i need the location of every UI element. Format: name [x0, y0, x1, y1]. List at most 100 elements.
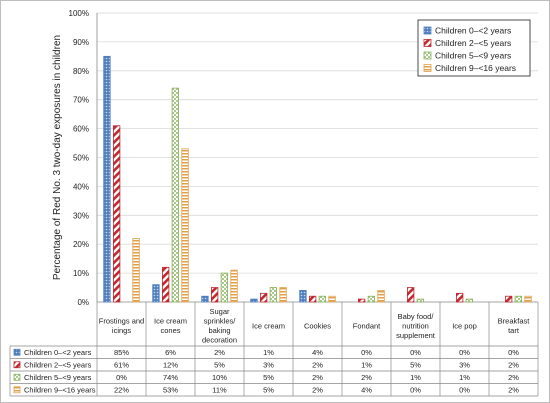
bar — [269, 287, 278, 303]
bars — [103, 55, 532, 303]
legend-label: Children 5–<9 years — [435, 51, 511, 61]
bar — [259, 292, 268, 303]
data-label: 1% — [459, 373, 470, 382]
bar — [406, 287, 415, 303]
legend-label: Children 0–<2 years — [435, 26, 511, 36]
data-label: 5% — [263, 386, 274, 395]
category-label: Frostings and — [99, 317, 144, 326]
category-label: supplement — [396, 331, 436, 340]
data-label: 2% — [312, 373, 323, 382]
data-label: 0% — [410, 348, 421, 357]
bar — [132, 238, 140, 303]
category-label: decoration — [202, 336, 237, 345]
legend: Children 0–<2 years Children 2–<5 years Ch… — [417, 19, 531, 77]
data-label: 5% — [410, 361, 421, 370]
bar — [455, 292, 464, 303]
data-label: 3% — [263, 361, 274, 370]
y-tick-label: 80% — [73, 67, 89, 76]
data-label: 2% — [312, 386, 323, 395]
data-label: 10% — [212, 373, 227, 382]
y-tick-label: 10% — [73, 269, 89, 278]
data-label: 2% — [214, 348, 225, 357]
data-label: 0% — [410, 386, 421, 395]
bar — [230, 269, 238, 303]
data-label: 74% — [163, 373, 178, 382]
bar — [113, 125, 121, 303]
bar — [357, 298, 366, 303]
data-label: 11% — [212, 386, 227, 395]
y-tick-label: 0% — [77, 298, 89, 307]
table-series-swatch — [13, 373, 21, 381]
data-label: 0% — [116, 373, 127, 382]
legend-label: Children 9–<16 years — [435, 63, 516, 73]
data-label: 1% — [361, 361, 372, 370]
bar — [367, 295, 376, 303]
bar — [201, 295, 209, 303]
bar — [161, 266, 170, 303]
category-label: Ice cream — [252, 321, 285, 330]
table-series-swatch — [13, 361, 21, 369]
bar — [328, 295, 336, 303]
legend-box — [417, 19, 531, 77]
category-label: Ice pop — [452, 321, 477, 330]
gridlines — [96, 12, 538, 303]
data-label: 2% — [508, 361, 519, 370]
legend-swatch — [423, 51, 432, 60]
data-label: 22% — [114, 386, 129, 395]
category-label: Cookies — [304, 321, 331, 330]
bar — [171, 87, 180, 303]
category-label: tart — [508, 326, 520, 335]
bar — [279, 287, 287, 303]
data-label: 2% — [508, 373, 519, 382]
table-series-name: Children 9–<16 years — [24, 386, 96, 395]
table-series-name: Children 5–<9 years — [24, 373, 92, 382]
legend-swatch — [423, 64, 432, 72]
bar — [504, 295, 513, 303]
data-label: 0% — [361, 348, 372, 357]
y-tick-label: 90% — [73, 38, 89, 47]
data-label: 5% — [263, 373, 274, 382]
y-axis-label: Percentage of Red No. 3 two-day exposure… — [52, 35, 63, 280]
category-label: Fondant — [353, 321, 381, 330]
data-label: 2% — [361, 373, 372, 382]
y-tick-label: 60% — [73, 125, 89, 134]
bar — [210, 287, 219, 303]
legend-swatch — [423, 39, 432, 47]
y-tick-label: 40% — [73, 182, 89, 191]
y-axis-ticks: 0% 10% 20% 30% 40% 50% 60% 70% 80% 90% 100% — [69, 9, 89, 307]
data-label: 2% — [508, 386, 519, 395]
category-label: Ice cream — [154, 317, 187, 326]
data-label: 61% — [114, 361, 129, 370]
table-series-name: Children 0–<2 years — [24, 348, 92, 357]
data-label: 0% — [508, 348, 519, 357]
bar — [318, 295, 327, 303]
data-label: 1% — [410, 373, 421, 382]
bar — [250, 298, 258, 303]
data-label: 85% — [114, 348, 129, 357]
bar — [416, 298, 425, 303]
table-series-swatch — [13, 348, 21, 356]
y-tick-label: 100% — [69, 9, 89, 18]
bar — [299, 290, 307, 303]
y-tick-label: 20% — [73, 240, 89, 249]
category-label: cones — [160, 326, 180, 335]
bar — [524, 295, 532, 303]
bar — [377, 290, 385, 303]
y-tick-label: 70% — [73, 96, 89, 105]
bar — [465, 298, 474, 303]
data-label: 12% — [163, 361, 178, 370]
category-label: sprinkles/ — [204, 317, 237, 326]
bar — [308, 295, 317, 303]
category-label: Breakfast — [498, 317, 531, 326]
y-tick-label: 30% — [73, 211, 89, 220]
legend-label: Children 2–<5 years — [435, 38, 511, 48]
legend-swatch — [423, 26, 432, 35]
category-label: Sugar — [209, 307, 230, 316]
data-label: 1% — [263, 348, 274, 357]
data-label: 2% — [312, 361, 323, 370]
data-label: 5% — [214, 361, 225, 370]
bar — [103, 55, 111, 303]
data-label: 4% — [312, 348, 323, 357]
